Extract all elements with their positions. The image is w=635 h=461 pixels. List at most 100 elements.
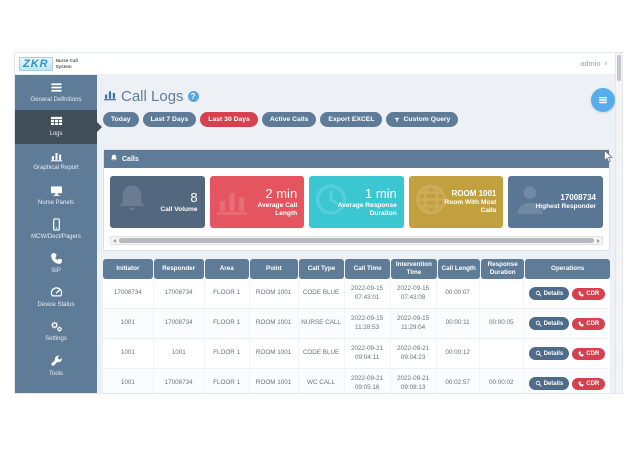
call-time-cell: 2022-09-21 09:05:16 <box>345 369 391 393</box>
intervention-time-date: 2022-09-15 <box>396 285 430 292</box>
list-icon <box>50 83 62 92</box>
intervention-time-date: 2022-09-15 <box>396 315 430 322</box>
area-cell: FLOOR 1 <box>205 339 250 368</box>
details-button[interactable]: Details <box>528 317 570 330</box>
topbar: ZKR Nurse Call System admin ∨ <box>15 53 622 75</box>
help-icon[interactable]: ? <box>187 90 199 102</box>
table-row: 17008734 17008734 FLOOR 1 ROOM 1001 CODE BLU… <box>103 279 610 309</box>
sidebar-item-general-definitions[interactable]: General Definitions <box>15 76 97 110</box>
intervention-time-time: 09:04:23 <box>400 353 426 361</box>
stat-card-label: Room With Most Calls <box>444 198 497 214</box>
point-cell: ROOM 1001 <box>250 369 299 393</box>
page-vertical-scrollbar[interactable] <box>615 53 622 393</box>
intervention-time-date: 2022-09-21 <box>396 345 430 352</box>
stat-card-average-response-duration: 1 min Average Response Duration <box>309 176 404 228</box>
column-header-area[interactable]: Area <box>204 259 249 279</box>
table-row: 1001 17008734 FLOOR 1 ROOM 1001 NURSE CALL 20… <box>103 309 610 339</box>
column-header-call-type[interactable]: Call Type <box>298 259 345 279</box>
column-header-call-time[interactable]: Call Time <box>345 259 391 279</box>
table-row: 1001 1001 FLOOR 1 ROOM 1001 CODE BLUE 2022-09… <box>103 339 610 369</box>
column-header-call-length[interactable]: Call Length <box>437 259 480 279</box>
filter-button-last-30-days[interactable]: Last 30 Days <box>200 112 258 127</box>
magnifier-icon <box>535 320 542 327</box>
area-cell: FLOOR 1 <box>205 309 250 338</box>
bell-icon <box>119 185 145 210</box>
user-menu[interactable]: admin ∨ <box>580 59 608 68</box>
sidebar-item-mcw-dect-pagers[interactable]: MCW/Dect/Pagers <box>15 213 97 247</box>
column-header-response-duration[interactable]: Response Duration <box>480 259 525 279</box>
column-header-operations[interactable]: Operations <box>525 259 610 279</box>
sidebar-item-nurse-panels[interactable]: Nurse Panels <box>15 179 97 213</box>
details-button-label: Details <box>543 290 564 297</box>
horizontal-scrollbar-thumb[interactable] <box>119 238 594 243</box>
gauge-icon <box>50 287 62 297</box>
sidebar-item-device-status[interactable]: Device Status <box>15 281 97 315</box>
filter-button-custom-query[interactable]: Custom Query <box>386 112 459 127</box>
sidebar-item-logs[interactable]: Logs <box>15 110 102 145</box>
user-name: admin <box>580 59 601 68</box>
column-header-responder[interactable]: Responder <box>153 259 204 279</box>
app-window: ZKR Nurse Call System admin ∨ General De… <box>14 52 623 394</box>
filter-button-label: Last 7 Days <box>150 116 189 123</box>
chart-icon <box>217 192 247 215</box>
cdr-button[interactable]: CDR <box>572 377 606 390</box>
sidebar-item-label: Settings <box>45 336 67 343</box>
call-time-date: 2022-09-15 <box>350 315 384 322</box>
main-content: Call Logs ? Today Last 7 Days Last 30 Days… <box>97 75 622 393</box>
call-length-cell: 00:00:12 <box>437 339 480 368</box>
responder-cell: 1001 <box>154 339 205 368</box>
call-time-date: 2022-09-15 <box>350 285 384 292</box>
filter-button-active-calls[interactable]: Active Calls <box>261 112 317 127</box>
chevron-down-icon: ∨ <box>603 61 608 67</box>
call-type-cell: CODE BLUE <box>299 279 345 308</box>
sidebar-item-settings[interactable]: Settings <box>15 315 97 349</box>
sidebar-item-sip[interactable]: SIP <box>15 247 97 281</box>
magnifier-icon <box>535 350 542 357</box>
cdr-button-label: CDR <box>586 290 600 297</box>
brand-logo: ZKR Nurse Call System <box>19 56 78 71</box>
scroll-left-icon[interactable] <box>113 238 116 243</box>
sidebar-item-graphical-report[interactable]: Graphical Report <box>15 144 97 178</box>
person-icon <box>517 186 544 215</box>
column-header-point[interactable]: Point <box>249 259 298 279</box>
wrench-icon <box>51 355 62 366</box>
filter-button-export-excel[interactable]: Export EXCEL <box>320 112 383 127</box>
column-header-initiator[interactable]: Initiator <box>103 259 153 279</box>
cdr-button-label: CDR <box>586 350 600 357</box>
call-type-cell: CODE BLUE <box>299 339 345 368</box>
stat-card-value: 1 min <box>364 185 397 201</box>
operations-cell: Details CDR <box>524 279 610 308</box>
column-header-intervention-time[interactable]: Intervention Time <box>391 259 437 279</box>
stat-card-label: Average Response Duration <box>337 201 397 218</box>
menu-fab-button[interactable] <box>591 88 615 112</box>
sidebar-item-label: Tools <box>48 370 63 377</box>
filter-button-label: Active Calls <box>269 116 309 123</box>
cdr-button[interactable]: CDR <box>572 347 606 360</box>
details-button[interactable]: Details <box>528 377 570 390</box>
chart-icon <box>50 153 62 162</box>
cdr-button[interactable]: CDR <box>572 287 606 300</box>
details-button[interactable]: Details <box>528 347 570 360</box>
sidebar-item-tools[interactable]: Tools <box>15 350 97 384</box>
details-button-label: Details <box>543 320 564 327</box>
funnel-icon <box>395 117 400 122</box>
cdr-button[interactable]: CDR <box>572 317 606 330</box>
filter-button-today[interactable]: Today <box>103 112 139 127</box>
scroll-right-icon[interactable] <box>597 238 600 243</box>
stat-cards: 8 Call Volume 2 min Average Call Length 1 mi… <box>104 168 609 228</box>
call-type-cell: NURSE CALL <box>299 309 345 338</box>
responder-cell: 17008734 <box>154 369 205 393</box>
vertical-scrollbar-thumb[interactable] <box>617 55 621 81</box>
card-watermark <box>513 183 547 222</box>
point-cell: ROOM 1001 <box>250 339 299 368</box>
cards-horizontal-scrollbar[interactable] <box>110 236 603 245</box>
call-time-time: 09:04:11 <box>355 353 380 361</box>
intervention-time-cell: 2022-09-15 11:29:04 <box>391 309 437 338</box>
details-button[interactable]: Details <box>528 287 570 300</box>
operations-cell: Details CDR <box>524 309 610 338</box>
sidebar-item-label: Graphical Report <box>33 165 79 172</box>
filter-button-last-7-days[interactable]: Last 7 Days <box>142 112 197 127</box>
filter-buttons: Today Last 7 Days Last 30 Days Active Calls… <box>103 112 610 127</box>
response-duration-cell: 00:00:05 <box>480 309 524 338</box>
call-time-cell: 2022-09-15 07:43:01 <box>345 279 391 308</box>
